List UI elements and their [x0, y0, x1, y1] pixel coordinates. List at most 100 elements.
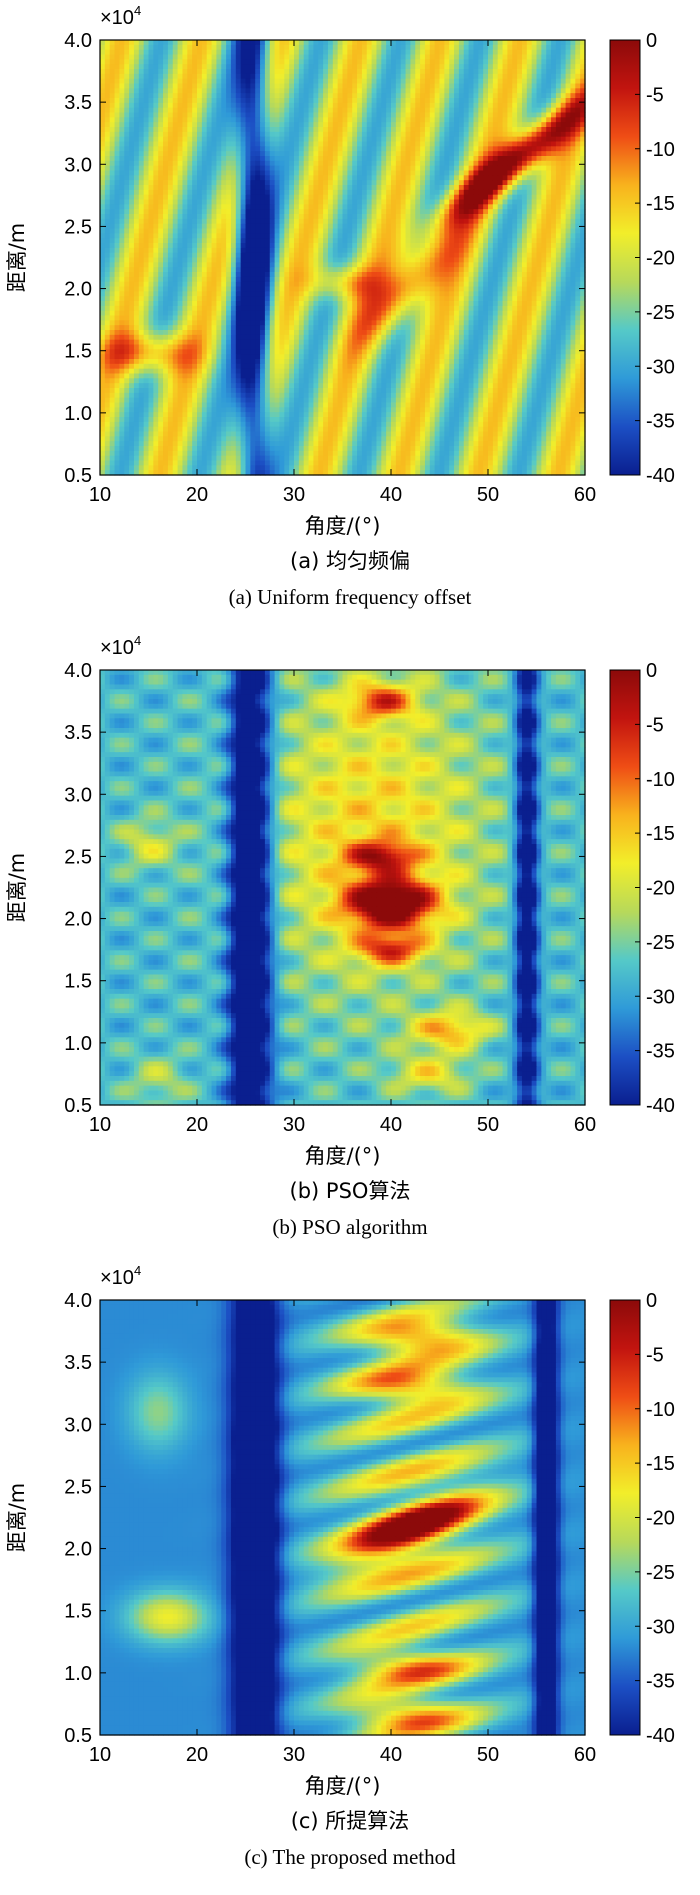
heatmap-cell	[415, 112, 421, 118]
heatmap-cell	[250, 214, 256, 220]
heatmap-cell	[575, 194, 581, 201]
heatmap-cell	[245, 93, 251, 99]
heatmap-cell	[434, 98, 441, 104]
heatmap-cell	[376, 214, 382, 220]
heatmap-cell	[289, 199, 295, 205]
heatmap-cell	[357, 146, 363, 152]
heatmap-cell	[381, 151, 387, 157]
heatmap-cell	[124, 112, 130, 118]
heatmap-cell	[536, 44, 542, 51]
heatmap-cell	[182, 117, 188, 123]
heatmap-cell	[449, 214, 455, 220]
heatmap-cell	[468, 194, 475, 201]
heatmap-cell	[143, 156, 150, 162]
heatmap-cell	[274, 54, 281, 60]
heatmap-cell	[284, 69, 290, 75]
heatmap-cell	[240, 194, 247, 201]
heatmap-cell	[119, 262, 125, 268]
heatmap-cell	[337, 175, 344, 181]
heatmap-cell	[216, 40, 222, 46]
heatmap-cell	[560, 156, 567, 162]
heatmap-cell	[376, 243, 382, 249]
heatmap-cell	[303, 83, 310, 89]
heatmap-cell	[148, 189, 154, 196]
heatmap-cell	[463, 98, 470, 104]
heatmap-cell	[483, 247, 489, 254]
heatmap-cell	[294, 136, 300, 143]
heatmap-cell	[439, 209, 445, 215]
heatmap-cell	[347, 185, 353, 191]
heatmap-cell	[439, 141, 445, 147]
heatmap-cell	[119, 146, 125, 152]
heatmap-cell	[172, 131, 179, 138]
heatmap-cell	[555, 146, 562, 152]
heatmap-cell	[148, 199, 154, 205]
heatmap-cell	[104, 194, 111, 201]
heatmap-cell	[381, 262, 387, 268]
heatmap-cell	[138, 156, 145, 162]
heatmap-cell	[352, 194, 358, 201]
heatmap-cell	[497, 243, 504, 249]
heatmap-cell	[206, 98, 213, 104]
heatmap-cell	[327, 93, 334, 99]
heatmap-cell	[366, 141, 373, 147]
heatmap-cell	[206, 262, 213, 268]
heatmap-cell	[502, 73, 508, 80]
heatmap-cell	[284, 252, 290, 259]
heatmap-cell	[391, 272, 397, 278]
heatmap-cell	[298, 194, 305, 201]
heatmap-cell	[274, 64, 281, 70]
heatmap-cell	[289, 107, 295, 114]
heatmap-cell	[463, 83, 470, 89]
heatmap-cell	[536, 267, 542, 273]
heatmap-cell	[201, 44, 208, 51]
heatmap-cell	[546, 170, 552, 176]
heatmap-cell	[565, 262, 572, 268]
heatmap-cell	[216, 156, 222, 162]
heatmap-cell	[468, 102, 475, 109]
heatmap-cell	[201, 257, 208, 263]
heatmap-cell	[318, 223, 324, 230]
heatmap-cell	[332, 257, 339, 263]
heatmap-cell	[444, 117, 450, 123]
heatmap-cell	[124, 233, 130, 239]
heatmap-cell	[167, 44, 174, 51]
heatmap-cell	[163, 228, 169, 234]
heatmap-cell	[395, 218, 402, 225]
heatmap-cell	[172, 228, 179, 234]
heatmap-cell	[206, 156, 213, 162]
heatmap-cell	[201, 194, 208, 201]
heatmap-cell	[405, 243, 411, 249]
heatmap-cell	[104, 156, 111, 162]
heatmap-cell	[303, 228, 310, 234]
heatmap-cell	[449, 276, 455, 283]
heatmap-cell	[410, 180, 416, 186]
heatmap-cell	[517, 69, 523, 75]
heatmap-cell	[100, 228, 106, 234]
heatmap-cell	[449, 83, 455, 89]
heatmap-cell	[197, 238, 203, 244]
heatmap-cell	[512, 54, 518, 60]
heatmap-cell	[521, 194, 528, 201]
heatmap-cell	[318, 59, 324, 65]
heatmap-cell	[109, 40, 116, 46]
heatmap-cell	[560, 102, 567, 109]
heatmap-cell	[182, 189, 188, 196]
heatmap-cell	[463, 112, 470, 118]
heatmap-cell	[153, 107, 159, 114]
heatmap-cell	[391, 117, 397, 123]
heatmap-cell	[347, 117, 353, 123]
heatmap-cell	[357, 69, 363, 75]
heatmap-cell	[347, 233, 353, 239]
heatmap-cell	[463, 185, 470, 191]
heatmap-cell	[357, 156, 363, 162]
heatmap-cell	[454, 233, 460, 239]
heatmap-cell	[114, 228, 120, 234]
heatmap-cell	[289, 214, 295, 220]
heatmap-cell	[381, 93, 387, 99]
heatmap-cell	[235, 136, 242, 143]
heatmap-cell	[197, 267, 203, 273]
heatmap-cell	[284, 102, 290, 109]
heatmap-cell	[458, 170, 465, 176]
heatmap-cell	[221, 238, 227, 244]
